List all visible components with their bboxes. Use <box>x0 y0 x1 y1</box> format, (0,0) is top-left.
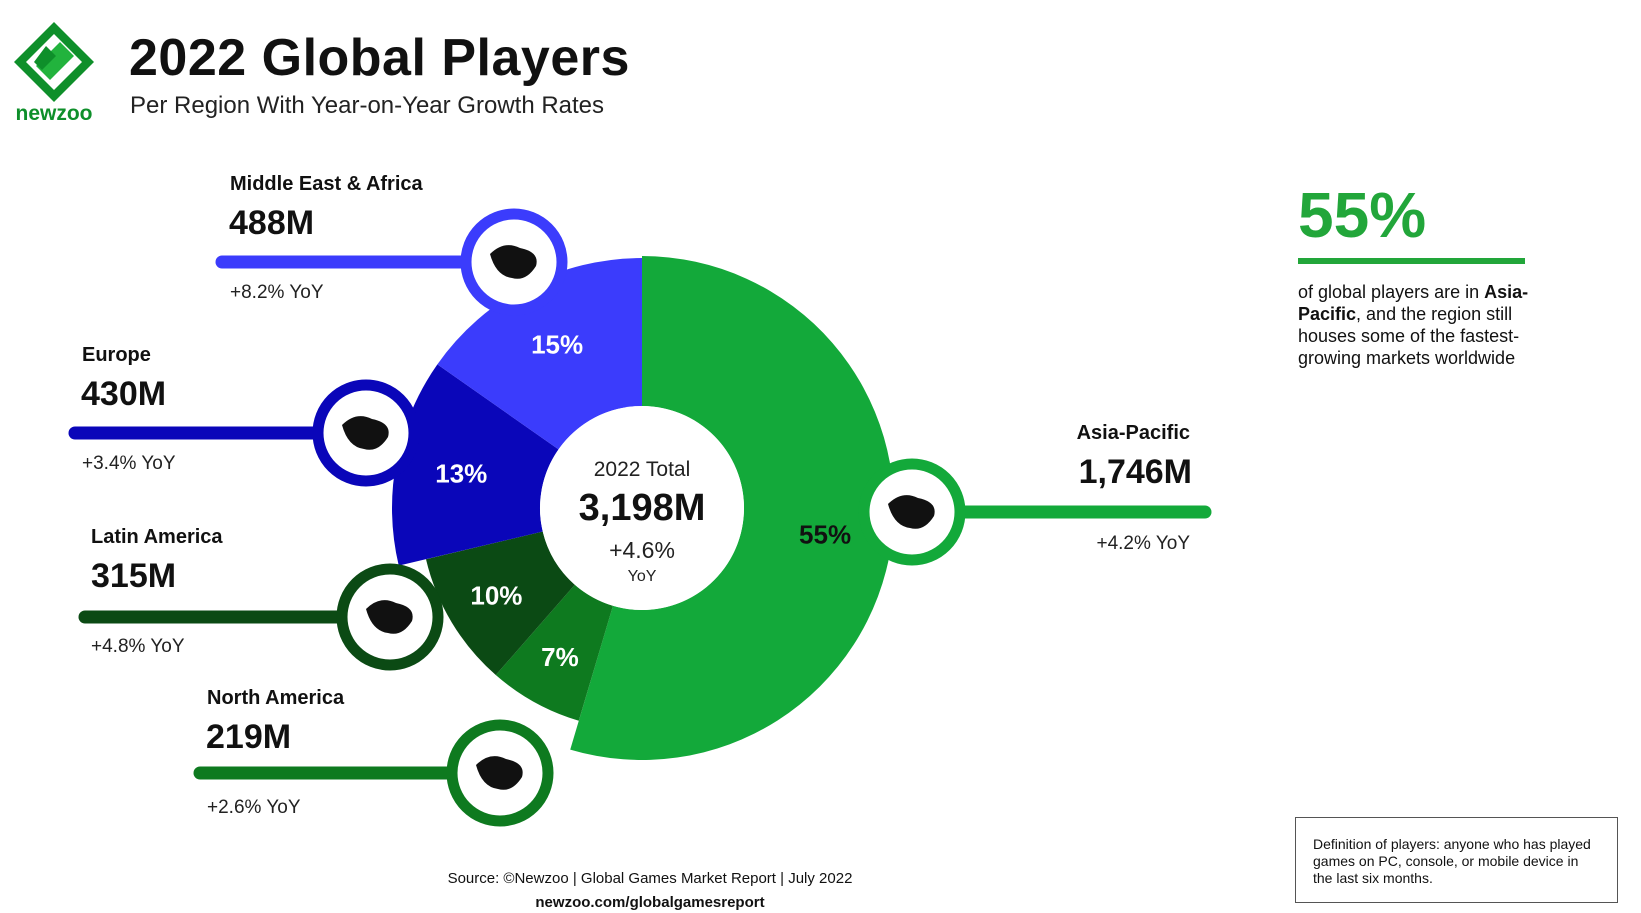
slice-asia-pacific <box>570 256 894 760</box>
europe-map-icon <box>342 416 389 450</box>
callout-text-bold: Asia-Pacific <box>1298 282 1529 324</box>
region-value-north-america: 219M <box>206 718 292 756</box>
north-america-map-icon <box>476 756 523 790</box>
source-text: Source: ©Newzoo | Global Games Market Re… <box>447 870 853 887</box>
region-yoy-latin-america: +4.8% YoY <box>91 636 185 657</box>
center-growth-unit: YoY <box>628 568 657 585</box>
region-value-asia-pacific: 1,746M <box>1078 453 1192 491</box>
center-total-value: 3,198M <box>579 487 706 529</box>
callout-text-before: of global players are in <box>1298 282 1485 302</box>
region-yoy-europe: +3.4% YoY <box>82 453 176 474</box>
region-name-north-america: North America <box>207 687 345 709</box>
region-name-europe: Europe <box>82 344 151 366</box>
region-name-latin-america: Latin America <box>91 526 223 548</box>
africa-map-icon <box>490 245 537 279</box>
region-name-asia-pacific: Asia-Pacific <box>1076 422 1190 444</box>
slice-latin-america <box>425 531 575 676</box>
pct-label-europe: 13% <box>435 458 487 488</box>
newzoo-logo-icon <box>14 22 94 102</box>
logo-text: newzoo <box>15 102 93 125</box>
callout-text-after: , and the region still houses some of th… <box>1298 304 1520 368</box>
center-total-label: 2022 Total <box>594 458 691 481</box>
region-value-latin-america: 315M <box>91 557 177 595</box>
page-title: 2022 Global Players <box>129 29 630 87</box>
definition-text: Definition of players: anyone who has pl… <box>1313 836 1591 886</box>
slice-north-america <box>495 584 613 721</box>
callout-underline <box>1298 258 1525 264</box>
pct-label-asia-pacific: 55% <box>799 520 851 550</box>
region-yoy-middle-east-africa: +8.2% YoY <box>230 282 324 303</box>
region-yoy-asia-pacific: +4.2% YoY <box>1096 533 1190 554</box>
report-url: newzoo.com/globalgamesreport <box>535 894 765 911</box>
pct-label-north-america: 7% <box>541 642 579 672</box>
region-value-middle-east-africa: 488M <box>229 204 315 242</box>
center-total-growth: +4.6% <box>609 537 675 563</box>
pct-label-latin-america: 10% <box>470 581 522 611</box>
region-yoy-north-america: +2.6% YoY <box>207 797 301 818</box>
callout-percentage: 55% <box>1298 179 1427 251</box>
pct-label-middle-east-and-africa: 15% <box>531 330 583 360</box>
slice-middle-east-and-africa <box>437 258 642 450</box>
slice-europe <box>392 364 559 566</box>
definition-box: Definition of players: anyone who has pl… <box>1295 817 1618 903</box>
callout-text: of global players are in Asia-Pacific, a… <box>1298 281 1538 369</box>
region-name-middle-east-africa: Middle East & Africa <box>230 173 423 195</box>
region-value-europe: 430M <box>81 375 167 413</box>
page-subtitle: Per Region With Year-on-Year Growth Rate… <box>130 92 605 119</box>
asia-pacific-map-icon <box>888 495 935 529</box>
donut-center <box>540 406 744 610</box>
latin-america-map-icon <box>366 600 413 634</box>
